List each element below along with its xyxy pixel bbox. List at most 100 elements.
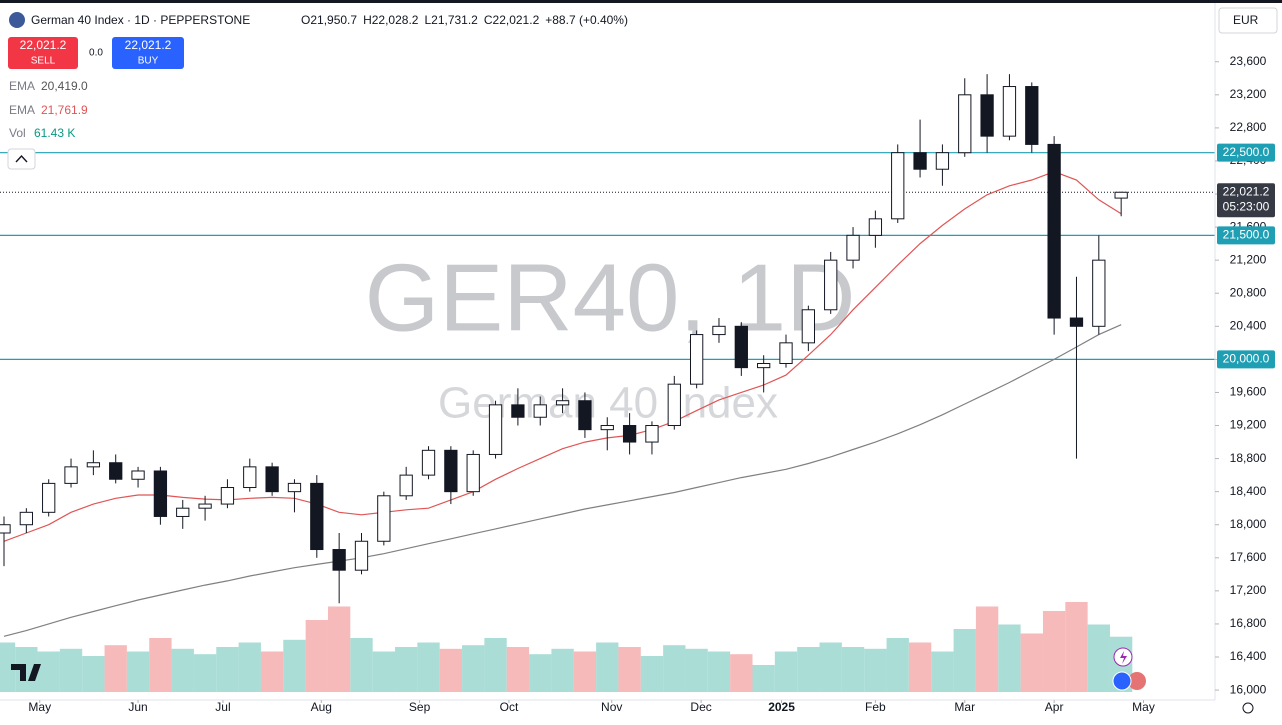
x-tick-label: May <box>28 700 51 714</box>
y-tick-label: 17,200 <box>1230 583 1267 597</box>
volume-bar <box>327 606 351 692</box>
volume-bar <box>908 642 932 692</box>
y-tick-label: 20,800 <box>1230 285 1267 299</box>
price-label-box <box>1217 143 1275 162</box>
candle-body <box>645 425 659 443</box>
axis-layer: 16,000 16,400 16,800 17,200 17,600 18,000 18,4… <box>28 54 1275 714</box>
candle-body <box>600 425 614 431</box>
y-tick-label: 19,600 <box>1230 385 1267 399</box>
spread: 0.0 <box>89 48 103 59</box>
candle-body <box>377 495 391 542</box>
candle-body <box>220 487 235 505</box>
volume-bar <box>126 651 150 692</box>
currency-button[interactable] <box>1218 7 1278 34</box>
candle-body <box>153 470 168 517</box>
o: O <box>301 13 310 27</box>
currency: EUR <box>1233 13 1259 27</box>
y-tick-label: 23,600 <box>1230 54 1267 68</box>
volume-bar <box>506 647 530 692</box>
l: L <box>424 13 431 27</box>
last-price-label: 22,021.2 <box>1223 184 1270 198</box>
candle-body <box>1092 259 1106 327</box>
watermark: GER40, 1D German 40 Index <box>365 244 856 427</box>
candle-body <box>757 363 771 369</box>
buy-button[interactable] <box>112 37 184 69</box>
candle-body <box>488 404 503 455</box>
price-label-box <box>1217 350 1275 369</box>
volume-bar <box>1065 602 1088 692</box>
volume-bar <box>752 665 775 692</box>
price-label: 21,500.0 <box>1223 228 1270 242</box>
volume-bar <box>1087 624 1110 692</box>
sell-button[interactable] <box>8 37 78 69</box>
y-tick-label: 22,800 <box>1230 120 1267 134</box>
candle-body <box>42 482 56 513</box>
volume-bar <box>104 645 127 692</box>
y-tick-label: 17,600 <box>1230 550 1267 564</box>
volume-bar <box>707 651 731 692</box>
volume-bar <box>193 654 217 692</box>
logo <box>11 664 41 681</box>
volume-bar <box>864 648 887 692</box>
volume-bar <box>59 648 83 692</box>
volume-bar <box>975 606 999 692</box>
volume-bar <box>797 647 820 692</box>
volume-bar <box>1020 633 1043 692</box>
volume-bar <box>953 629 976 692</box>
x-tick-label: 2025 <box>768 700 795 714</box>
candle-body <box>265 466 279 493</box>
sell-price: 22,021.2 <box>20 38 67 52</box>
grid-layer <box>0 152 1215 360</box>
volume-bar <box>819 642 842 692</box>
candle-body <box>0 524 11 534</box>
news-icon[interactable] <box>1112 671 1132 691</box>
candle-body <box>176 507 190 517</box>
x-tick-label: Nov <box>601 700 622 714</box>
symbol-icon <box>9 12 25 28</box>
close: 22,021.2 <box>493 13 540 27</box>
candle-body <box>935 152 950 170</box>
candle-body <box>399 474 413 497</box>
top-border <box>0 0 1282 3</box>
volume-bar <box>395 647 418 692</box>
candle-body <box>287 482 302 493</box>
candle-body <box>779 342 793 365</box>
candle-body <box>801 309 815 344</box>
ema-name: EMA <box>9 79 35 93</box>
x-tick-label: Mar <box>954 700 975 714</box>
candle-body <box>913 152 927 170</box>
candle-body <box>578 400 592 431</box>
volume-bar <box>82 656 105 692</box>
news-icon[interactable] <box>1128 672 1146 690</box>
collapse-button[interactable] <box>7 148 36 170</box>
candle-body <box>354 540 369 571</box>
candle-body <box>868 218 883 236</box>
ema-name: EMA <box>9 103 35 117</box>
volume-bar <box>640 656 664 692</box>
ema-line <box>3 171 1122 542</box>
volume-layer <box>0 602 1133 692</box>
x-tick-label: Oct <box>500 700 519 714</box>
y-tick-label: 18,000 <box>1230 517 1267 531</box>
high: 22,028.2 <box>372 13 419 27</box>
volume-bar <box>529 654 552 692</box>
candle-body <box>243 466 257 489</box>
settings-icon[interactable] <box>1242 702 1254 714</box>
y-tick-label: 23,200 <box>1230 87 1267 101</box>
candle-body <box>1002 86 1017 137</box>
candle-body <box>109 462 123 480</box>
ema-value: 21,761.9 <box>41 103 88 117</box>
candle-body <box>689 334 704 385</box>
volume-bar <box>305 620 328 692</box>
volume-bar <box>439 648 463 692</box>
watermark-symbol: GER40, 1D <box>365 244 856 351</box>
x-tick-label: Apr <box>1045 700 1064 714</box>
volume-bar <box>596 642 619 692</box>
last-price-box <box>1217 183 1275 218</box>
candle-body <box>712 325 726 336</box>
y-tick-label: 16,400 <box>1230 649 1267 663</box>
candle-body <box>533 404 547 418</box>
lines-layer <box>3 171 1122 637</box>
